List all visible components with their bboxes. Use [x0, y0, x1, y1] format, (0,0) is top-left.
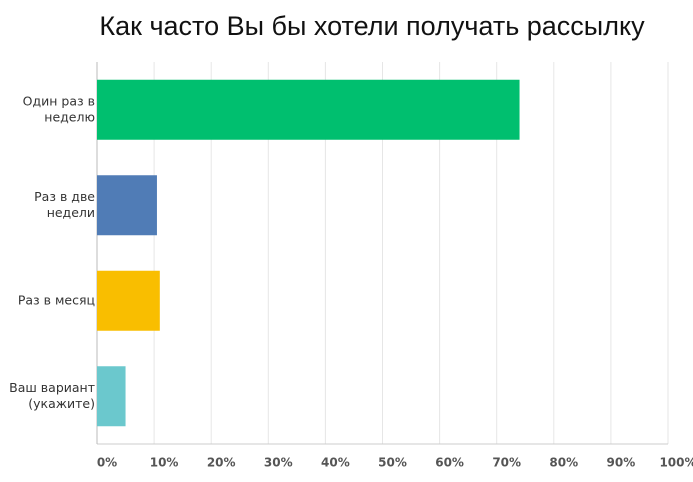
x-tick-label: 60%	[435, 456, 464, 470]
bar	[97, 270, 160, 331]
bar	[97, 175, 157, 236]
y-tick-label: (укажите)	[28, 396, 95, 411]
y-tick-label: Раз в две	[34, 189, 95, 204]
x-tick-label: 20%	[207, 456, 236, 470]
x-tick-label: 80%	[549, 456, 578, 470]
y-tick-label: Раз в месяц	[18, 292, 95, 307]
bar	[97, 366, 126, 427]
x-tick-label: 90%	[607, 456, 636, 470]
x-tick-label: 40%	[321, 456, 350, 470]
x-tick-label: 10%	[150, 456, 179, 470]
y-tick-label: Ваш вариант	[9, 380, 95, 395]
y-tick-label: Один раз в	[23, 93, 95, 108]
bar	[97, 79, 520, 140]
x-tick-label: 100%	[659, 456, 693, 470]
y-tick-label: недели	[47, 205, 95, 220]
x-tick-label: 0%	[97, 456, 117, 470]
x-tick-label: 50%	[378, 456, 407, 470]
x-tick-label: 70%	[492, 456, 521, 470]
x-tick-label: 30%	[264, 456, 293, 470]
chart-title: Как часто Вы бы хотели получать рассылку	[99, 11, 645, 41]
y-tick-label: неделю	[44, 109, 95, 124]
